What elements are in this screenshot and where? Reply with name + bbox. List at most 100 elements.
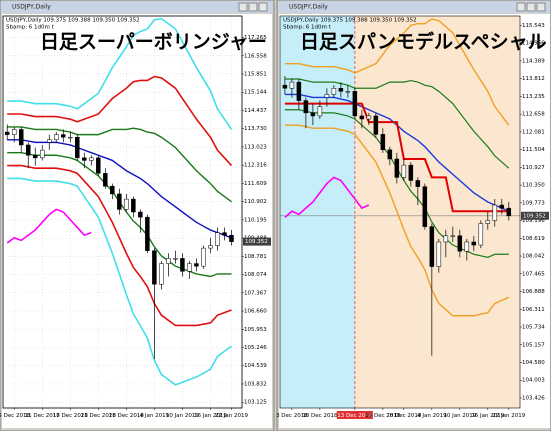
y-tick-label: 105.953 bbox=[244, 327, 267, 333]
candle-body bbox=[159, 263, 164, 285]
candle-body bbox=[450, 235, 456, 237]
x-tick-label: 5 Dec 2018 bbox=[0, 413, 31, 419]
x-tick-label: 17 Dec 2018 bbox=[53, 413, 89, 419]
candle-body bbox=[32, 155, 38, 159]
y-tick-label: 109.773 bbox=[522, 200, 545, 206]
y-tick-label: 112.316 bbox=[244, 163, 267, 169]
candle-body bbox=[18, 129, 24, 146]
candle-body bbox=[345, 91, 351, 93]
candle-body bbox=[82, 157, 87, 161]
price-label: 109.352 bbox=[245, 239, 268, 245]
candle-body bbox=[352, 91, 358, 117]
x-tick-label: 22 Jan 2019 bbox=[492, 413, 525, 419]
close-button[interactable] bbox=[536, 2, 546, 12]
indicator-line bbox=[6, 208, 92, 244]
candle-body bbox=[173, 258, 178, 260]
y-tick-label: 108.619 bbox=[522, 236, 545, 242]
chart-annotation: 日足スーパーボリンジャー bbox=[40, 31, 267, 53]
indicator-line bbox=[7, 126, 232, 203]
x-tick-label: 3 Dec 2018 bbox=[276, 413, 308, 419]
maximize-button[interactable] bbox=[248, 2, 258, 12]
candle-body bbox=[208, 245, 213, 249]
indicator-line bbox=[7, 75, 233, 167]
y-tick-label: 105.734 bbox=[522, 325, 545, 331]
plot-frame bbox=[279, 15, 521, 409]
candle-body bbox=[117, 193, 122, 210]
candle-body bbox=[180, 258, 185, 272]
x-tick-label: 19 Dec 2018 bbox=[365, 413, 401, 419]
y-tick-label: 114.389 bbox=[522, 58, 545, 64]
y-tick-label: 107.465 bbox=[522, 271, 545, 277]
indicator-label: Sbamp: 6 1d0m t bbox=[6, 25, 55, 31]
y-tick-label: 111.609 bbox=[244, 181, 267, 187]
candle-body bbox=[187, 263, 192, 272]
indicator-line bbox=[7, 17, 233, 130]
y-tick-label: 117.265 bbox=[244, 35, 267, 41]
candle-body bbox=[506, 207, 512, 217]
candle-body bbox=[492, 204, 498, 221]
x-tick-label: 16 Jan 2019 bbox=[471, 413, 504, 419]
y-tick-label: 106.888 bbox=[522, 289, 545, 295]
y-tick-label: 104.580 bbox=[522, 360, 545, 366]
candle-body bbox=[131, 198, 136, 213]
candle-body bbox=[394, 158, 400, 178]
y-tick-label: 104.003 bbox=[522, 378, 545, 384]
maximize-button[interactable] bbox=[526, 2, 536, 12]
candle-body bbox=[366, 115, 372, 120]
x-tick-label: 22 Jan 2019 bbox=[215, 413, 248, 419]
cursor-label-box bbox=[336, 411, 373, 419]
title-bar bbox=[278, 1, 550, 13]
y-tick-label: 103.832 bbox=[244, 381, 267, 387]
window-title: USDJPY,Daily bbox=[12, 4, 51, 11]
indicator-line bbox=[7, 139, 232, 239]
x-tick-label: 10 Jan 2019 bbox=[443, 413, 476, 419]
y-tick-label: 108.042 bbox=[522, 254, 545, 260]
candle-body bbox=[471, 241, 477, 246]
y-tick-label: 113.235 bbox=[522, 94, 545, 100]
candle-body bbox=[387, 149, 393, 160]
candle-body bbox=[229, 234, 234, 242]
indicator-line bbox=[7, 177, 232, 386]
y-tick-label: 110.195 bbox=[244, 217, 267, 223]
close-button[interactable] bbox=[258, 2, 268, 12]
y-tick-label: 114.437 bbox=[244, 108, 267, 114]
minimize-button[interactable] bbox=[516, 2, 526, 12]
x-tick-label: 4 Jan 2019 bbox=[417, 413, 447, 419]
candle-body bbox=[296, 81, 302, 101]
charts: 117.265 116.558 115.851 115.144 114.437 113.7… bbox=[0, 15, 549, 419]
x-tick-label: 10 Dec 2018 bbox=[302, 413, 338, 419]
candle-body bbox=[464, 241, 470, 252]
candle-body bbox=[408, 164, 414, 181]
y-tick-label: 103.426 bbox=[522, 395, 545, 401]
candle-body bbox=[317, 106, 323, 117]
x-tick-label: 10 Jan 2019 bbox=[166, 413, 199, 419]
y-tick-label: 113.023 bbox=[244, 144, 267, 150]
candle-body bbox=[11, 129, 17, 135]
candle-body bbox=[4, 131, 10, 135]
candle-body bbox=[401, 164, 407, 178]
y-tick-label: 105.157 bbox=[522, 342, 545, 348]
minimize-button[interactable] bbox=[238, 2, 248, 12]
candle-body bbox=[75, 136, 80, 159]
candle-body bbox=[103, 173, 108, 187]
candle-body bbox=[289, 81, 295, 89]
y-tick-label: 115.543 bbox=[522, 23, 545, 29]
candle-body bbox=[415, 180, 421, 187]
chart-area bbox=[2, 14, 272, 428]
candle-body bbox=[359, 115, 365, 120]
chart-annotation: 日足スパンモデルスペシャル bbox=[300, 30, 547, 53]
y-tick-label: 110.927 bbox=[522, 165, 545, 171]
candle-body bbox=[152, 250, 157, 285]
candle-body bbox=[303, 100, 309, 114]
candle-body bbox=[324, 94, 330, 98]
candle-body bbox=[110, 185, 115, 195]
candle-body bbox=[457, 235, 463, 252]
candle-body bbox=[215, 232, 220, 246]
candle-body bbox=[478, 223, 484, 246]
candle-body bbox=[222, 232, 227, 236]
price-label-box bbox=[243, 237, 271, 246]
candle-body bbox=[429, 226, 435, 267]
candle-body bbox=[422, 186, 428, 227]
candle-body bbox=[282, 84, 288, 89]
